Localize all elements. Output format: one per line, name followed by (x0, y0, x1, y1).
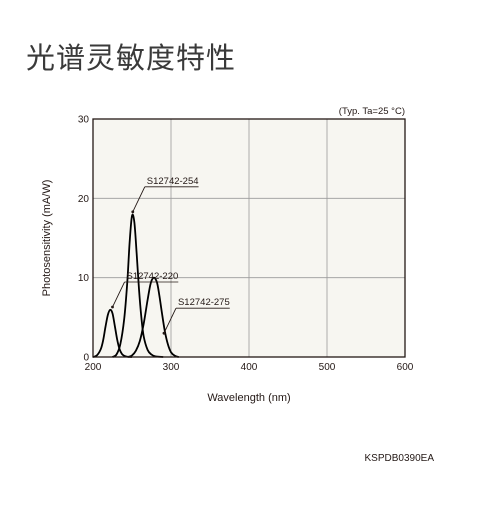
annotation-leader-s12742-275 (163, 308, 177, 334)
x-tick-label-500: 500 (319, 362, 336, 373)
y-tick-label-10: 10 (78, 273, 90, 284)
annotation-dot-s12742-275 (162, 331, 166, 335)
x-tick-labels: 200 300 400 500 600 (85, 362, 414, 373)
series-curve-s12742-254 (112, 213, 164, 358)
annotation-label-s12742-275: S12742-275 (178, 297, 230, 308)
x-tick-label-600: 600 (397, 362, 414, 373)
annotation-leaders (111, 186, 230, 335)
measurement-condition: (Typ. Ta=25 °C) (339, 106, 405, 117)
annotation-leader-s12742-254 (132, 186, 146, 213)
x-tick-label-200: 200 (85, 362, 102, 373)
y-tick-label-30: 30 (78, 115, 90, 126)
y-tick-labels: 0 10 20 30 (78, 115, 90, 364)
x-tick-label-400: 400 (241, 362, 258, 373)
y-axis-label: Photosensitivity (mA/W) (41, 180, 53, 297)
x-tick-label-300: 300 (163, 362, 180, 373)
page-title: 光谱灵敏度特性 (26, 41, 237, 75)
annotation-label-s12742-254: S12742-254 (147, 176, 199, 187)
grid-lines (93, 119, 405, 357)
y-tick-label-0: 0 (83, 353, 89, 364)
y-tick-label-20: 20 (78, 194, 90, 205)
x-axis-label: Wavelength (nm) (207, 392, 290, 404)
annotation-dot-s12742-254 (131, 210, 135, 214)
series-curve-s12742-220 (92, 308, 133, 358)
curves (92, 213, 180, 358)
plot-frame (92, 118, 406, 358)
figure-code: KSPDB0390EA (365, 453, 435, 464)
annotation-dot-s12742-220 (111, 305, 114, 309)
annotation-label-s12742-220: S12742-220 (127, 271, 179, 282)
series-curve-s12742-275 (127, 276, 180, 358)
annotation-leader-s12742-220 (112, 281, 125, 308)
